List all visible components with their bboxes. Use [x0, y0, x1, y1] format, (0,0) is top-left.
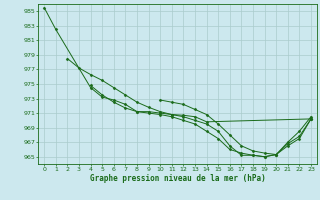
X-axis label: Graphe pression niveau de la mer (hPa): Graphe pression niveau de la mer (hPa)	[90, 174, 266, 183]
